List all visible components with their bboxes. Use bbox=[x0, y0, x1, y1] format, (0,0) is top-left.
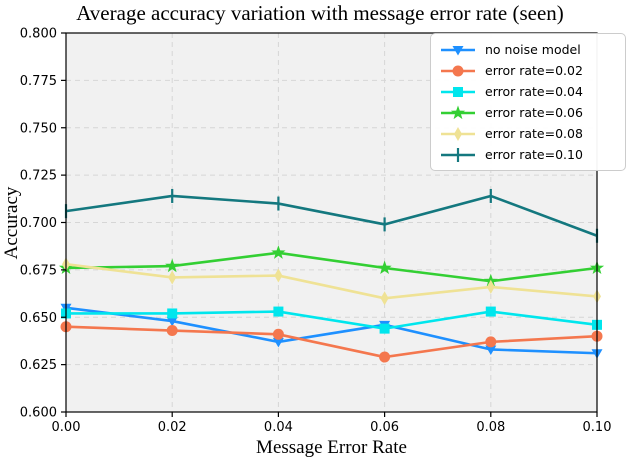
square-marker bbox=[485, 306, 496, 317]
legend-sample-diamond bbox=[441, 126, 475, 141]
circle-marker bbox=[485, 336, 497, 348]
x-tick-label: 0.00 bbox=[52, 420, 81, 435]
diamond-marker bbox=[486, 279, 495, 294]
star-marker bbox=[450, 105, 466, 119]
legend-label: error rate=0.06 bbox=[485, 105, 583, 120]
star-marker bbox=[271, 245, 286, 259]
y-axis-label: Accuracy bbox=[1, 186, 22, 260]
square-marker bbox=[273, 306, 284, 317]
legend-label: error rate=0.10 bbox=[485, 147, 583, 162]
legend-label: error rate=0.04 bbox=[485, 84, 583, 99]
legend-sample-vline bbox=[441, 147, 475, 162]
star-marker bbox=[377, 260, 392, 274]
y-tick-label: 0.675 bbox=[20, 263, 57, 278]
series-line-2 bbox=[66, 310, 598, 330]
circle-marker bbox=[452, 65, 464, 76]
y-tick-label: 0.600 bbox=[20, 406, 57, 421]
legend-item-4: error rate=0.08 bbox=[440, 123, 617, 144]
legend-sample-square bbox=[441, 86, 475, 97]
legend-label: no noise model bbox=[485, 42, 581, 57]
legend: no noise model error rate=0.02 error rate=… bbox=[430, 33, 626, 171]
legend-item-1: error rate=0.02 bbox=[440, 60, 617, 81]
legend-item-3: error rate=0.06 bbox=[440, 102, 617, 123]
legend-label: error rate=0.08 bbox=[485, 126, 583, 141]
series-line-3 bbox=[65, 251, 598, 283]
triangle-down-marker bbox=[485, 345, 497, 355]
legend-sample-circle bbox=[441, 65, 475, 76]
triangle-down-marker bbox=[166, 317, 178, 327]
star-marker bbox=[165, 258, 180, 273]
y-tick-label: 0.725 bbox=[20, 169, 57, 184]
legend-item-5: error rate=0.10 bbox=[440, 144, 617, 165]
x-tick-label: 0.04 bbox=[264, 420, 293, 435]
triangle-down-marker bbox=[452, 45, 464, 55]
circle-marker bbox=[166, 325, 178, 337]
diamond-marker bbox=[380, 291, 389, 306]
legend-item-2: error rate=0.04 bbox=[440, 81, 617, 102]
series-line-4 bbox=[65, 262, 598, 300]
y-tick-label: 0.775 bbox=[20, 74, 57, 89]
legend-item-0: no noise model bbox=[440, 39, 617, 60]
y-tick-label: 0.800 bbox=[20, 27, 57, 42]
x-tick-label: 0.06 bbox=[370, 420, 399, 435]
square-marker bbox=[379, 323, 390, 334]
circle-marker bbox=[272, 328, 284, 340]
y-tick-label: 0.650 bbox=[20, 311, 57, 326]
y-tick-label: 0.750 bbox=[20, 121, 57, 136]
diamond-marker bbox=[454, 126, 462, 141]
legend-sample-star bbox=[441, 105, 475, 119]
chart-title: Average accuracy variation with message … bbox=[76, 1, 564, 25]
series-line-0 bbox=[65, 306, 598, 355]
diamond-marker bbox=[274, 268, 283, 283]
series-line-1 bbox=[65, 325, 598, 359]
triangle-down-marker bbox=[272, 337, 284, 348]
y-tick-label: 0.700 bbox=[20, 216, 57, 231]
diamond-marker bbox=[168, 270, 177, 285]
square-marker bbox=[453, 86, 463, 97]
legend-label: error rate=0.02 bbox=[485, 63, 583, 78]
x-tick-label: 0.10 bbox=[583, 420, 612, 435]
series-line-5 bbox=[65, 194, 598, 237]
legend-sample-triangle-down bbox=[441, 45, 475, 55]
square-marker bbox=[167, 308, 178, 319]
circle-marker bbox=[379, 351, 391, 363]
x-axis-label: Message Error Rate bbox=[256, 437, 407, 458]
x-tick-label: 0.08 bbox=[476, 420, 505, 435]
y-tick-label: 0.625 bbox=[20, 358, 57, 373]
x-tick-label: 0.02 bbox=[158, 420, 187, 435]
